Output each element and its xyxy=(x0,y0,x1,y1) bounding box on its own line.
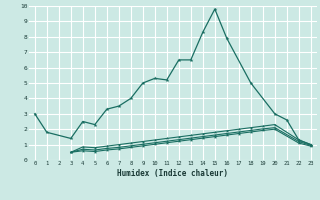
X-axis label: Humidex (Indice chaleur): Humidex (Indice chaleur) xyxy=(117,169,228,178)
